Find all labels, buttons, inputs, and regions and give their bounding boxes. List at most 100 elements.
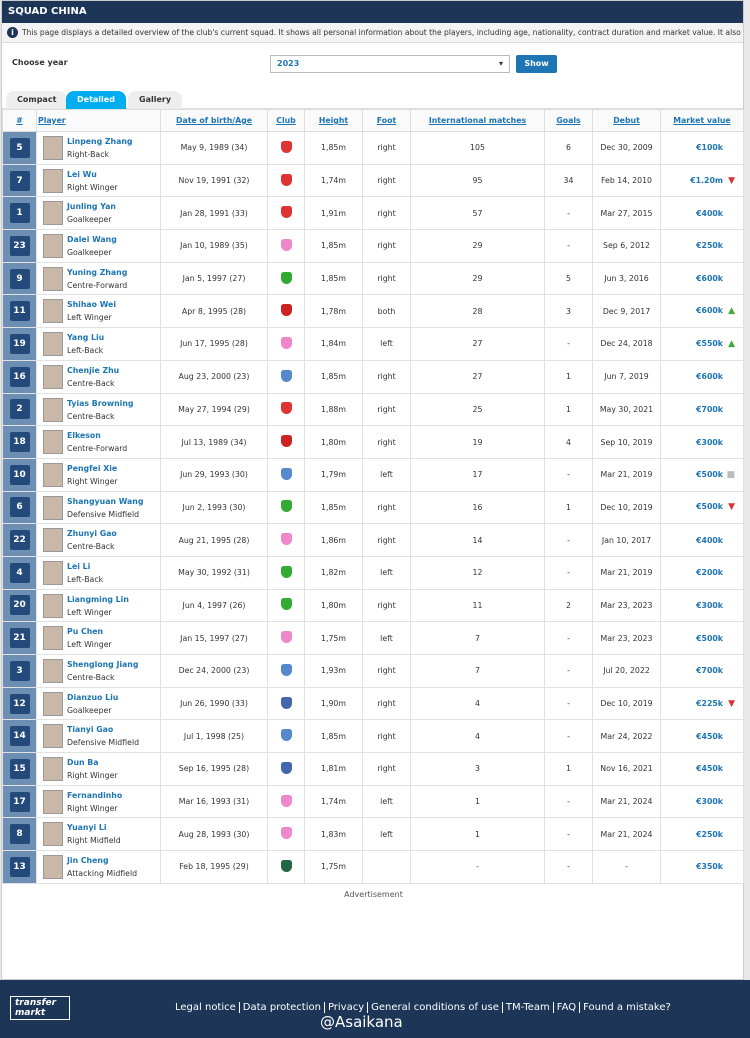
market-value[interactable]: €225k <box>696 698 723 708</box>
market-value[interactable]: €600k <box>696 372 723 382</box>
column-header[interactable]: Foot <box>362 109 411 132</box>
footer-link[interactable]: Privacy <box>323 1002 368 1013</box>
club-crest[interactable] <box>280 663 292 676</box>
market-value[interactable]: €700k <box>696 404 723 414</box>
player-name[interactable]: Yuanyi Li <box>67 823 107 833</box>
club-crest[interactable] <box>280 467 292 480</box>
player-name[interactable]: Shihao Wei <box>67 300 117 310</box>
footer-link[interactable]: Legal notice <box>175 1002 236 1013</box>
club-crest[interactable] <box>280 859 292 872</box>
column-header[interactable]: Market value <box>660 109 744 132</box>
market-value[interactable]: €450k <box>696 764 723 774</box>
column-header[interactable]: Debut <box>592 109 661 132</box>
market-value-cell: €450k <box>660 719 744 754</box>
club-crest[interactable] <box>280 598 292 611</box>
player-name[interactable]: Shenglong Jiang <box>67 660 139 669</box>
player-cell: Tianyi Gao Defensive Midfield <box>36 719 161 754</box>
footer-link[interactable]: TM-Team <box>501 1002 553 1013</box>
player-name[interactable]: Lei Li <box>67 561 91 571</box>
advertisement: Advertisement <box>344 890 403 899</box>
footer-link[interactable]: FAQ <box>552 1002 580 1013</box>
player-name[interactable]: Linpeng Zhang <box>67 137 133 146</box>
player-name[interactable]: Dun Ba <box>67 758 99 768</box>
club-crest[interactable] <box>280 369 292 382</box>
player-name[interactable]: Elkeson <box>67 431 101 441</box>
footer-link[interactable]: General conditions of use <box>367 1002 502 1013</box>
footer-link[interactable]: Data protection <box>238 1002 324 1013</box>
market-value[interactable]: €250k <box>696 241 723 251</box>
goals: 1 <box>544 359 593 394</box>
player-name[interactable]: Yuning Zhang <box>67 267 128 277</box>
column-header[interactable]: International matches <box>410 109 545 132</box>
player-name[interactable]: Lei Wu <box>67 169 97 179</box>
club-crest[interactable] <box>280 435 292 448</box>
market-value[interactable]: €500k <box>696 633 723 643</box>
tab[interactable]: Detailed <box>66 91 126 109</box>
club-crest[interactable] <box>280 238 292 251</box>
player-name[interactable]: Liangming Lin <box>67 594 129 604</box>
club-crest[interactable] <box>280 336 292 349</box>
market-value[interactable]: €100k <box>696 143 723 153</box>
column-header[interactable]: Date of birth/Age <box>160 109 268 132</box>
column-header[interactable]: Goals <box>544 109 593 132</box>
show-button[interactable]: Show <box>516 55 557 73</box>
number-cell: 20 <box>2 588 37 623</box>
player-name[interactable]: Fernandinho <box>67 790 123 800</box>
market-value[interactable]: €300k <box>696 600 723 610</box>
player-name[interactable]: Chenjie Zhu <box>67 365 120 375</box>
market-value[interactable]: €550k <box>696 338 723 348</box>
column-header[interactable]: Player <box>36 109 161 132</box>
club-crest[interactable] <box>280 140 292 153</box>
player-name[interactable]: Tianyi Gao <box>67 725 114 735</box>
player-name[interactable]: Shangyuan Wang <box>67 496 144 506</box>
player-name[interactable]: Pengfei Xie <box>67 463 118 473</box>
player-name[interactable]: Tyias Browning <box>67 398 134 408</box>
club-crest[interactable] <box>280 729 292 742</box>
player-name[interactable]: Pu Chen <box>67 627 104 637</box>
debut: Mar 21, 2024 <box>592 817 661 852</box>
tab[interactable]: Compact <box>6 91 68 109</box>
market-value[interactable]: €500k <box>696 502 723 512</box>
player-photo <box>43 757 63 782</box>
market-value[interactable]: €200k <box>696 568 723 578</box>
player-name[interactable]: Junling Yan <box>67 202 116 212</box>
club-crest[interactable] <box>280 533 292 546</box>
player-name[interactable]: Yang Liu <box>67 333 105 343</box>
club-crest[interactable] <box>280 206 292 219</box>
market-value[interactable]: €300k <box>696 437 723 447</box>
player-name[interactable]: Jin Cheng <box>67 856 109 866</box>
market-value[interactable]: €450k <box>696 731 723 741</box>
market-value[interactable]: €250k <box>696 829 723 839</box>
club-cell <box>267 719 305 754</box>
market-value[interactable]: €600k <box>696 274 723 284</box>
player-name[interactable]: Dianzuo Liu <box>67 692 119 702</box>
club-crest[interactable] <box>280 271 292 284</box>
logo[interactable]: transfer markt <box>10 996 70 1020</box>
player-name[interactable]: Dalei Wang <box>67 235 117 245</box>
club-crest[interactable] <box>280 500 292 513</box>
club-crest[interactable] <box>280 631 292 644</box>
market-value[interactable]: €500k <box>696 469 723 479</box>
market-value[interactable]: €350k <box>696 862 723 872</box>
player-name[interactable]: Zhunyi Gao <box>67 529 117 539</box>
market-value[interactable]: €300k <box>696 797 723 807</box>
club-crest[interactable] <box>280 794 292 807</box>
club-crest[interactable] <box>280 304 292 317</box>
club-crest[interactable] <box>280 761 292 774</box>
market-value[interactable]: €1.20m <box>690 175 723 185</box>
club-crest[interactable] <box>280 696 292 709</box>
club-crest[interactable] <box>280 402 292 415</box>
market-value[interactable]: €700k <box>696 666 723 676</box>
year-select[interactable]: 2023 <box>270 55 510 73</box>
market-value-cell: €300k <box>660 588 744 623</box>
club-crest[interactable] <box>280 173 292 186</box>
column-header[interactable]: Height <box>304 109 363 132</box>
club-crest[interactable] <box>280 827 292 840</box>
column-header[interactable]: # <box>2 109 37 132</box>
market-value[interactable]: €600k <box>696 306 723 316</box>
tab[interactable]: Gallery <box>128 91 183 109</box>
market-value[interactable]: €400k <box>696 535 723 545</box>
market-value[interactable]: €400k <box>696 208 723 218</box>
club-crest[interactable] <box>280 565 292 578</box>
footer-link[interactable]: Found a mistake? <box>579 1002 674 1013</box>
